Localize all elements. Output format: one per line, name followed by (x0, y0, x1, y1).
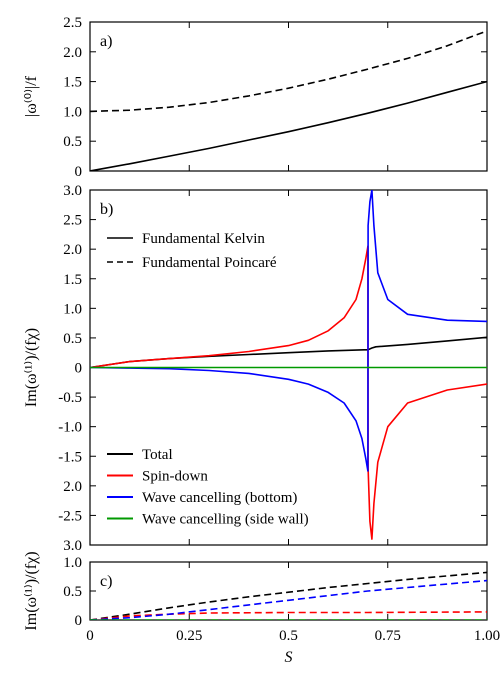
y-tick-label: 1.0 (63, 104, 82, 120)
y-tick-label: 1.5 (63, 75, 82, 91)
legend-label: Fundamental Poincaré (142, 255, 277, 271)
series-line-total (90, 571, 487, 620)
y-tick-label: -1.5 (58, 449, 82, 465)
panel-b: b) Im(ω⁽¹⁾)/(fχ) Fundamental KelvinFunda… (23, 183, 488, 554)
series-legend: Total Spin-down Wave cancelling (bottom) Wa… (107, 447, 309, 528)
panel-a-y-axis-title: |ω⁽⁰⁾|/f (23, 75, 40, 117)
x-axis-title: S (285, 649, 293, 666)
y-tick-label: 3.0 (63, 538, 82, 554)
series-line-spin-down (90, 245, 487, 540)
y-tick-label: 0 (75, 164, 83, 180)
legend-label: Wave cancelling (bottom) (142, 490, 297, 506)
legend-label: Total (142, 447, 173, 463)
y-tick-label: -0.5 (58, 390, 82, 406)
panel-c-y-axis-title: Im(ω⁽¹⁾)/(fχ) (23, 551, 40, 630)
y-tick-label: -2.5 (58, 508, 82, 524)
panel-a-label: a) (100, 33, 112, 50)
series-line-kelvin (90, 80, 487, 171)
series-line-wave-cancelling-bottom- (90, 190, 487, 472)
series-line-spin-down (90, 611, 487, 620)
series-line-total (90, 336, 487, 369)
y-tick-label: 2.5 (63, 213, 82, 229)
panel-a-frame (89, 21, 488, 172)
y-tick-label: 1.0 (63, 555, 82, 571)
y-tick-label: 0 (75, 613, 83, 629)
y-tick-label: -1.0 (58, 420, 82, 436)
x-tick-label: 0.25 (176, 628, 202, 644)
y-tick-label: 2.5 (63, 15, 82, 31)
y-tick-label: 2.0 (63, 479, 82, 495)
legend-label: Wave cancelling (side wall) (142, 512, 309, 528)
y-tick-label: 0.5 (63, 134, 82, 150)
panel-c-label: c) (100, 573, 112, 590)
y-tick-label: 0 (75, 361, 83, 377)
style-legend: Fundamental Kelvin Fundamental Poincaré (107, 231, 277, 271)
x-tick-label: 0.5 (279, 628, 298, 644)
legend-label: Fundamental Kelvin (142, 231, 265, 247)
y-tick-label: 2.0 (63, 45, 82, 61)
legend-label: Spin-down (142, 469, 208, 485)
panel-b-label: b) (100, 201, 113, 218)
y-tick-label: 0.5 (63, 584, 82, 600)
series-line-poincare (90, 30, 487, 113)
panel-c: c) Im(ω⁽¹⁾)/(fχ) 0 0.5 1.0 (23, 551, 488, 631)
x-tick-label: 0.75 (375, 628, 401, 644)
x-tick-label: 1.00 (474, 628, 500, 644)
x-tick-label: 0 (86, 628, 94, 644)
panel-b-y-axis-title: Im(ω⁽¹⁾)/(fχ) (23, 328, 40, 407)
y-tick-label: 1.0 (63, 301, 82, 317)
y-tick-label: 0.5 (63, 331, 82, 347)
y-tick-label: 3.0 (63, 183, 82, 199)
series-line-wave-bottom (90, 579, 487, 620)
panel-a: a) |ω⁽⁰⁾|/f 0 0.5 1.0 1.5 2.0 2.5 (23, 15, 488, 180)
x-tick-labels: 0 0.25 0.5 0.75 1.00 (86, 628, 500, 644)
y-tick-label: 1.5 (63, 272, 82, 288)
y-tick-label: 2.0 (63, 242, 82, 258)
